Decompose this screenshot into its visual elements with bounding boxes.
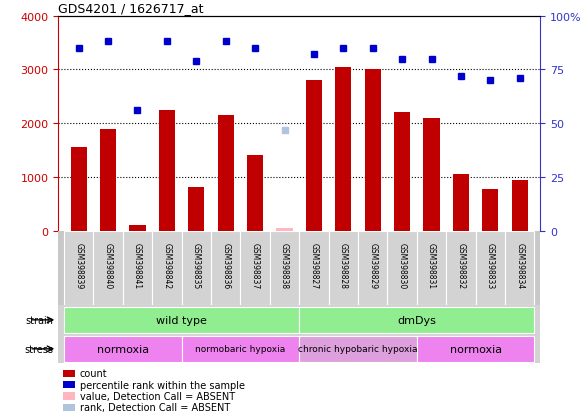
- Bar: [335, 68, 352, 231]
- Bar: [394, 113, 410, 231]
- Bar: [218, 116, 234, 231]
- Bar: [63, 404, 75, 411]
- Bar: [241, 231, 270, 306]
- Bar: [64, 336, 182, 362]
- Bar: [130, 226, 146, 231]
- Bar: [152, 231, 182, 306]
- Bar: [159, 111, 175, 231]
- Text: GSM398837: GSM398837: [250, 242, 260, 289]
- Bar: [358, 231, 388, 306]
- Bar: [277, 228, 293, 231]
- Bar: [299, 231, 329, 306]
- Text: percentile rank within the sample: percentile rank within the sample: [80, 380, 245, 389]
- Bar: [453, 175, 469, 231]
- Bar: [299, 336, 417, 362]
- Bar: [270, 231, 299, 306]
- Text: value, Detection Call = ABSENT: value, Detection Call = ABSENT: [80, 391, 235, 401]
- Bar: [94, 231, 123, 306]
- Bar: [100, 129, 116, 231]
- Text: GSM398828: GSM398828: [339, 242, 348, 288]
- Bar: [71, 148, 87, 231]
- Text: GSM398838: GSM398838: [280, 242, 289, 288]
- Text: GSM398832: GSM398832: [457, 242, 465, 288]
- Bar: [63, 381, 75, 388]
- Bar: [123, 231, 152, 306]
- Bar: [365, 70, 381, 231]
- Bar: [299, 307, 535, 333]
- Text: strain: strain: [26, 315, 53, 325]
- Text: stress: stress: [24, 344, 53, 354]
- Text: GSM398831: GSM398831: [427, 242, 436, 288]
- Text: GSM398836: GSM398836: [221, 242, 230, 289]
- Bar: [63, 392, 75, 400]
- Text: GDS4201 / 1626717_at: GDS4201 / 1626717_at: [58, 2, 203, 15]
- Text: GSM398829: GSM398829: [368, 242, 377, 288]
- Bar: [424, 119, 440, 231]
- Text: chronic hypobaric hypoxia: chronic hypobaric hypoxia: [298, 344, 418, 354]
- Text: GSM398834: GSM398834: [515, 242, 524, 289]
- Text: GSM398840: GSM398840: [103, 242, 113, 289]
- Bar: [482, 190, 498, 231]
- Bar: [446, 231, 476, 306]
- Text: wild type: wild type: [156, 315, 207, 325]
- Bar: [64, 231, 94, 306]
- Text: normoxia: normoxia: [450, 344, 502, 354]
- Text: normoxia: normoxia: [96, 344, 149, 354]
- Bar: [505, 231, 535, 306]
- Bar: [63, 370, 75, 377]
- Text: dmDys: dmDys: [397, 315, 436, 325]
- Text: GSM398827: GSM398827: [310, 242, 318, 288]
- Bar: [306, 81, 322, 231]
- Text: GSM398839: GSM398839: [74, 242, 83, 289]
- Bar: [247, 156, 263, 231]
- Bar: [211, 231, 241, 306]
- Bar: [182, 231, 211, 306]
- Bar: [417, 336, 535, 362]
- Bar: [388, 231, 417, 306]
- Bar: [188, 187, 205, 231]
- Bar: [182, 336, 299, 362]
- Text: GSM398841: GSM398841: [133, 242, 142, 288]
- Bar: [512, 180, 528, 231]
- Text: GSM398842: GSM398842: [163, 242, 171, 288]
- Text: GSM398833: GSM398833: [486, 242, 495, 289]
- Text: GSM398835: GSM398835: [192, 242, 201, 289]
- Text: normobaric hypoxia: normobaric hypoxia: [195, 344, 285, 354]
- Bar: [417, 231, 446, 306]
- Bar: [476, 231, 505, 306]
- Text: rank, Detection Call = ABSENT: rank, Detection Call = ABSENT: [80, 402, 230, 412]
- Bar: [64, 307, 299, 333]
- Text: count: count: [80, 368, 107, 378]
- Bar: [329, 231, 358, 306]
- Text: GSM398830: GSM398830: [397, 242, 407, 289]
